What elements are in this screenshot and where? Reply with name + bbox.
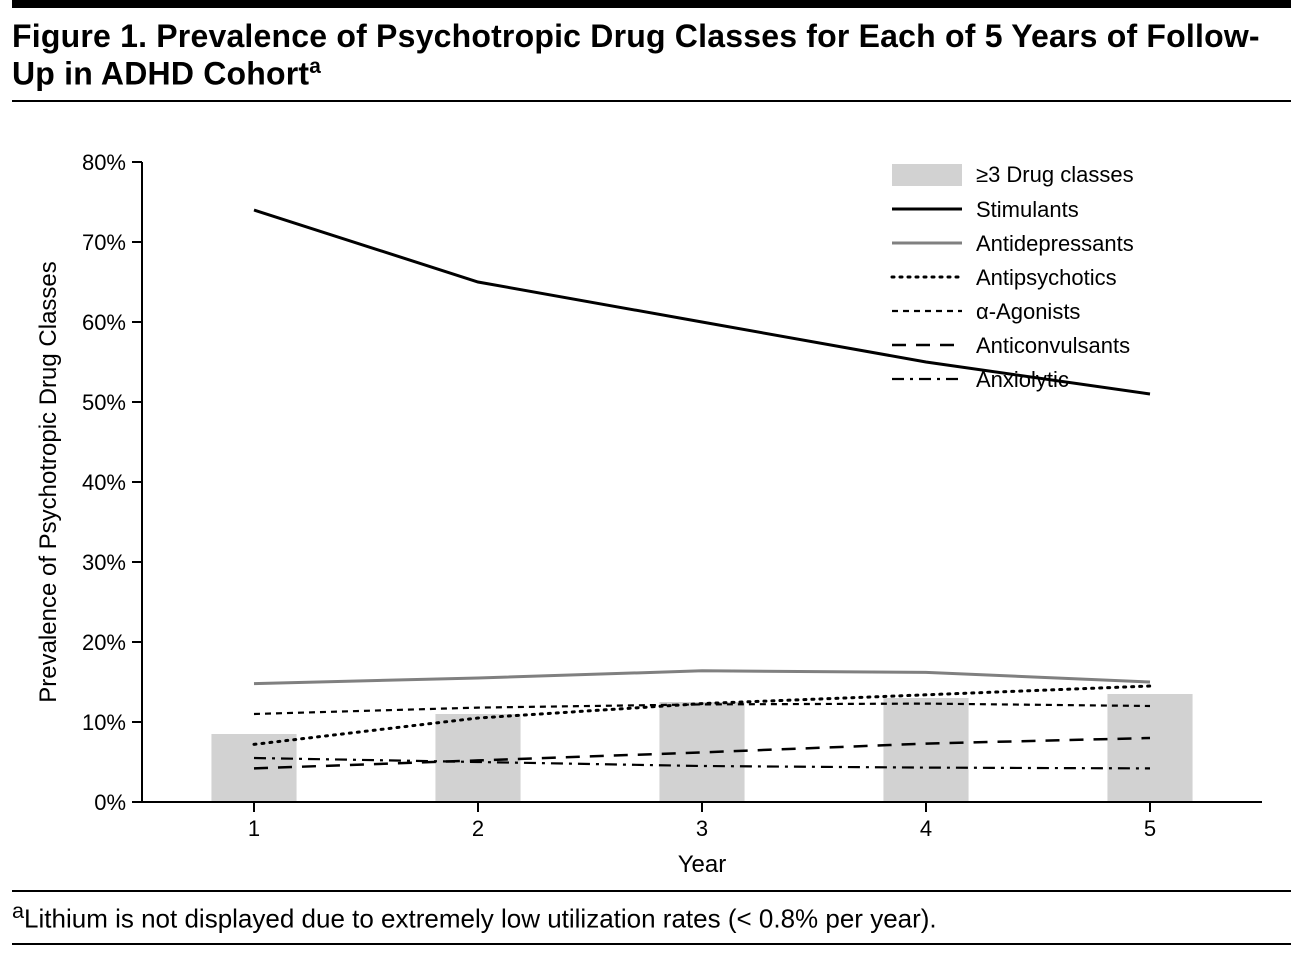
y-tick-label: 80% <box>82 150 126 175</box>
footnote: aLithium is not displayed due to extreme… <box>12 892 1291 943</box>
y-tick-label: 70% <box>82 230 126 255</box>
figure-title-main: Prevalence of Psychotropic Drug Classes … <box>12 18 1260 91</box>
y-tick-label: 10% <box>82 710 126 735</box>
figure-title-prefix: Figure 1. <box>12 18 156 54</box>
bar-three-plus-classes <box>1107 694 1192 802</box>
y-axis-label: Prevalence of Psychotropic Drug Classes <box>35 261 62 703</box>
footnote-text: Lithium is not displayed due to extremel… <box>24 904 937 934</box>
x-tick-label: 5 <box>1144 816 1156 841</box>
chart-area: 0% 10% 20% 30% 40% 50% 60% 70% 80% 1 2 3 4 5 Year Preva… <box>12 122 1291 882</box>
footnote-rule-bottom <box>12 943 1291 945</box>
y-tick-label: 40% <box>82 470 126 495</box>
legend-label: Anxiolytic <box>976 367 1069 392</box>
y-tick-label: 60% <box>82 310 126 335</box>
legend-label: Antipsychotics <box>976 265 1117 290</box>
bar-three-plus-classes <box>883 698 968 802</box>
y-tick-label: 20% <box>82 630 126 655</box>
legend-label: ≥3 Drug classes <box>976 162 1134 187</box>
legend-swatch-bars <box>892 164 962 186</box>
x-tick-label: 2 <box>472 816 484 841</box>
y-tick-label: 0% <box>94 790 126 815</box>
x-axis-label: Year <box>678 851 727 878</box>
legend-label: Stimulants <box>976 197 1079 222</box>
figure-title: Figure 1. Prevalence of Psychotropic Dru… <box>12 18 1291 92</box>
legend-label: Antidepressants <box>976 231 1134 256</box>
legend-label: α-Agonists <box>976 299 1080 324</box>
y-tick-label: 50% <box>82 390 126 415</box>
legend-label: Anticonvulsants <box>976 333 1130 358</box>
x-tick-label: 3 <box>696 816 708 841</box>
footnote-sup: a <box>12 898 24 923</box>
x-tick-label: 1 <box>248 816 260 841</box>
figure-container: Figure 1. Prevalence of Psychotropic Dru… <box>0 0 1303 957</box>
x-tick-label: 4 <box>920 816 932 841</box>
bar-three-plus-classes <box>659 702 744 802</box>
figure-title-sup: a <box>309 55 321 78</box>
title-block: Figure 1. Prevalence of Psychotropic Dru… <box>12 14 1291 102</box>
top-rule <box>12 0 1291 8</box>
series-line <box>254 671 1150 684</box>
y-tick-label: 30% <box>82 550 126 575</box>
bar-three-plus-classes <box>435 714 520 802</box>
chart-svg: 0% 10% 20% 30% 40% 50% 60% 70% 80% 1 2 3 4 5 Year Preva… <box>12 122 1272 882</box>
